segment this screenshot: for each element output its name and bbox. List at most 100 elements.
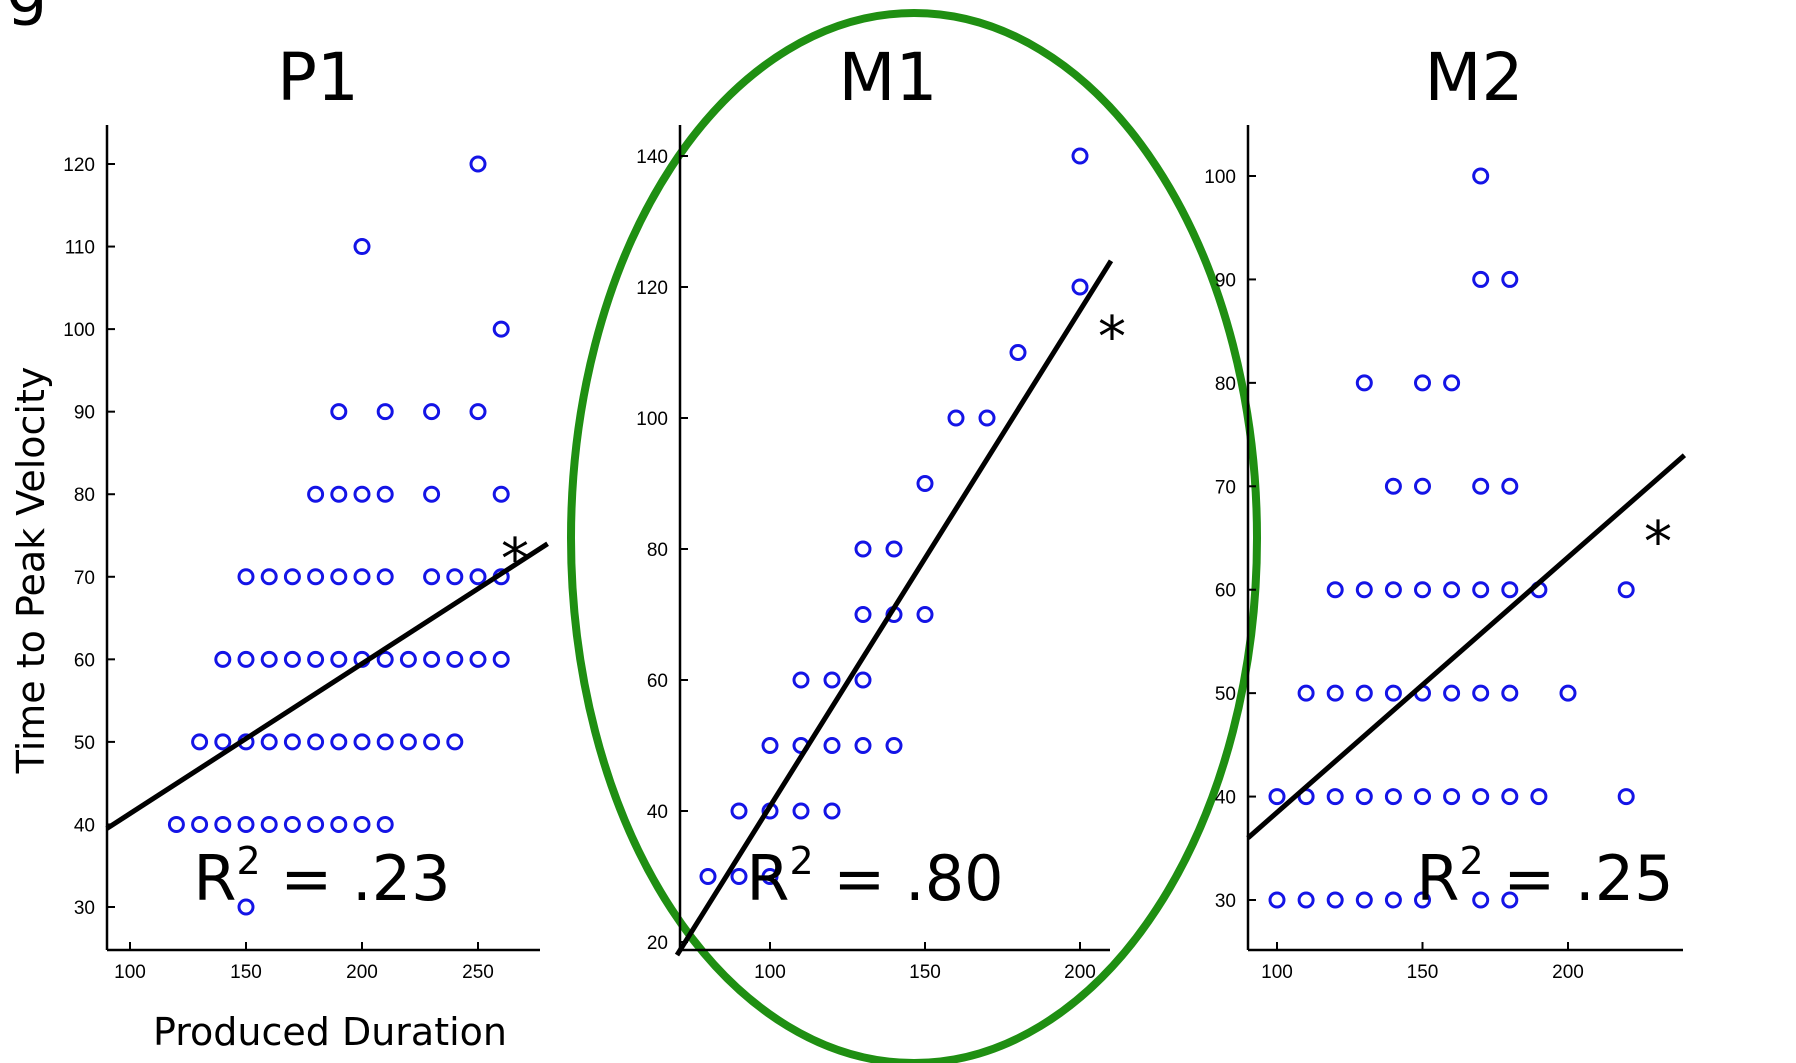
highlight-ellipse [567, 9, 1261, 1063]
y-tick-label: 80 [1215, 374, 1236, 395]
data-point [854, 671, 872, 689]
data-point [469, 650, 487, 668]
data-point [1326, 684, 1344, 702]
data-point [1414, 477, 1431, 495]
data-point [823, 802, 841, 820]
data-point [1355, 788, 1373, 806]
data-point [376, 815, 394, 833]
data-point [1501, 891, 1519, 909]
data-point [307, 815, 325, 833]
x-tick-label: 250 [462, 962, 494, 983]
x-tick-label: 200 [1552, 962, 1584, 983]
data-point [730, 802, 748, 820]
data-point [446, 568, 464, 586]
y-tick-label: 40 [647, 802, 668, 823]
data-point [1297, 684, 1315, 702]
data-point [237, 815, 255, 833]
data-point [492, 320, 510, 338]
data-point [330, 733, 348, 751]
regression-line [105, 541, 549, 831]
data-point [1355, 374, 1373, 392]
data-point [1355, 684, 1373, 702]
y-axis-label: Time to Peak Velocity [9, 367, 53, 775]
data-point [1617, 581, 1635, 599]
data-point [237, 898, 255, 916]
data-point [1384, 788, 1402, 806]
y-tick-label: 110 [65, 238, 95, 259]
data-point [260, 650, 278, 668]
y-tick-label: 100 [1204, 167, 1236, 188]
data-point [1559, 684, 1577, 702]
data-point [446, 733, 464, 751]
x-axis-label: Produced Duration [153, 1010, 507, 1054]
data-point [699, 868, 717, 885]
y-tick-label: 90 [1215, 270, 1236, 291]
data-point [469, 155, 487, 173]
data-point [792, 802, 810, 820]
data-point [376, 403, 394, 421]
data-point [283, 733, 301, 751]
data-point [1355, 581, 1373, 599]
x-tick-label: 100 [754, 962, 786, 983]
data-point [283, 650, 301, 668]
data-point [1326, 788, 1344, 806]
data-point [978, 409, 996, 427]
data-point [423, 650, 441, 668]
y-tick-label: 40 [1215, 788, 1236, 809]
data-point [423, 733, 441, 751]
data-point [260, 733, 278, 751]
regression-line [674, 259, 1114, 957]
x-tick-label: 150 [230, 962, 262, 983]
data-point [854, 737, 872, 754]
y-tick-label: 50 [1215, 684, 1236, 705]
data-point [1501, 788, 1519, 806]
data-point [1443, 374, 1461, 392]
x-tick-label: 150 [909, 962, 941, 983]
data-point [307, 568, 325, 586]
panel-title: P1 [277, 39, 359, 116]
data-point [330, 485, 348, 503]
data-point [307, 650, 325, 668]
r-squared-label: R2 = .23 [193, 839, 450, 915]
data-point [353, 568, 371, 586]
data-point [1384, 477, 1402, 495]
r-squared-label: R2 = .80 [746, 839, 1003, 915]
y-tick-label: 80 [647, 540, 668, 561]
regression-line [1246, 453, 1687, 840]
data-point [376, 733, 394, 751]
y-tick-label: 100 [636, 409, 668, 430]
panel-m1: M1 20 40 60 80 100 120 140 100 150 200 * R2 = .80 [636, 39, 1126, 983]
data-point [307, 485, 325, 503]
y-tick-label: 100 [63, 320, 95, 341]
y-tick-label: 30 [1215, 891, 1236, 912]
data-point [399, 733, 417, 751]
x-tick-label: 150 [1407, 962, 1439, 983]
data-point [423, 568, 441, 586]
data-point [260, 568, 278, 586]
data-point [260, 815, 278, 833]
data-point [353, 485, 371, 503]
data-point [885, 540, 903, 558]
data-point [1617, 788, 1635, 806]
data-point [214, 815, 232, 833]
data-point [1384, 891, 1402, 909]
data-point [376, 485, 394, 503]
data-point [1384, 684, 1402, 702]
data-point [191, 733, 209, 751]
data-point [237, 568, 255, 586]
data-point [1071, 147, 1089, 165]
x-tick-label: 200 [346, 962, 378, 983]
data-point [1530, 788, 1548, 806]
data-point [823, 671, 841, 689]
data-point [330, 650, 348, 668]
data-point [730, 868, 748, 885]
y-tick-label: 50 [74, 733, 95, 754]
data-point [854, 540, 872, 558]
data-point [214, 733, 232, 751]
data-point [492, 650, 510, 668]
data-point [1443, 581, 1461, 599]
data-point [353, 815, 371, 833]
panel-title: M1 [839, 39, 938, 116]
data-point [1414, 788, 1431, 806]
data-point [1443, 788, 1461, 806]
